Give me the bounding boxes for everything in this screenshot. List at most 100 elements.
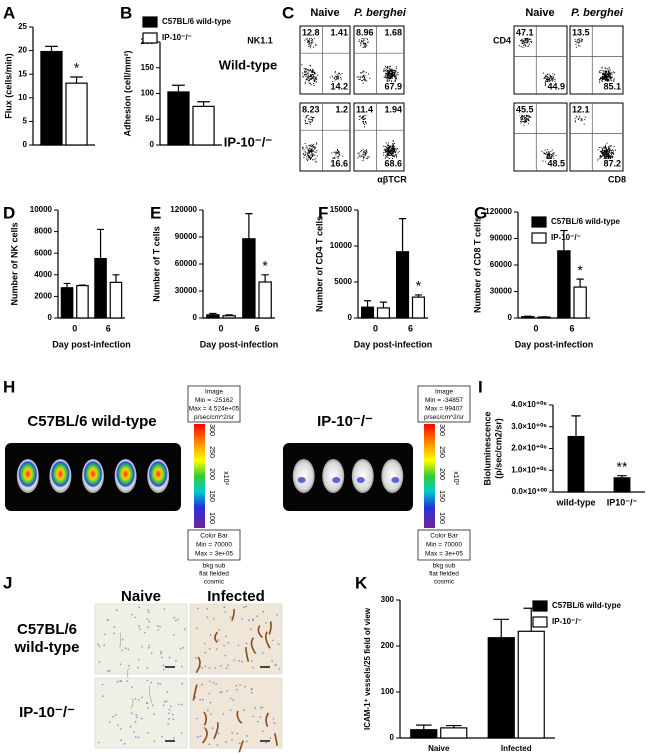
flow-dot (552, 153, 554, 154)
nucleus (150, 681, 153, 684)
nucleus (222, 713, 225, 715)
flow-dot (306, 114, 308, 116)
flow-dot (549, 75, 551, 76)
nucleus (224, 654, 227, 657)
flow-dot (385, 70, 387, 72)
y-tick-label: 150 (141, 63, 155, 72)
flow-dot (602, 155, 604, 157)
nucleus (231, 739, 233, 741)
y-tick-label: 0 (348, 313, 353, 322)
flow-dot (304, 155, 306, 156)
flow-dot (526, 118, 528, 119)
flow-dot (385, 65, 387, 67)
nucleus (168, 708, 171, 711)
flow-dot (522, 118, 524, 120)
flow-dot (546, 156, 548, 157)
flow-dot (315, 158, 317, 160)
flow-dot (605, 71, 607, 73)
vessel (265, 712, 270, 727)
flow-dot (398, 150, 400, 152)
flow-dot (362, 121, 364, 122)
flow-dot (361, 150, 363, 151)
flow-dot (385, 142, 387, 144)
flow-dot (601, 66, 603, 68)
quadrant-label-bg (602, 159, 622, 169)
legend-label: IP-10⁻/⁻ (162, 33, 192, 42)
flow-dot (363, 39, 365, 41)
row-label: C57BL/6 (17, 621, 77, 638)
flow-dot (364, 150, 366, 152)
flow-dot (546, 76, 548, 78)
flow-dot (553, 151, 555, 153)
nucleus (278, 668, 281, 670)
flow-dot (608, 148, 610, 150)
nucleus (147, 707, 149, 710)
quadrant-label-bg (515, 105, 535, 115)
flow-dot (393, 150, 394, 151)
flow-dot (548, 77, 549, 79)
flow-dot (613, 153, 615, 155)
flow-dot (313, 116, 315, 118)
flow-dot (337, 76, 339, 78)
flow-dot (390, 148, 392, 150)
flow-dot (584, 119, 586, 121)
x-axis-label: Day post-infection (354, 339, 433, 349)
flow-dot (609, 147, 611, 149)
nucleus (108, 721, 111, 724)
nucleus (262, 610, 264, 613)
flow-dot (392, 140, 394, 142)
flow-dot (607, 153, 609, 155)
legend-label: IP-10⁻/⁻ (551, 233, 581, 242)
flow-dot (605, 144, 606, 146)
nucleus (138, 625, 141, 628)
bar (242, 238, 256, 319)
panel-letter: A (3, 3, 15, 22)
flow-dot (524, 120, 526, 122)
flow-dot (383, 145, 385, 147)
flow-dot (524, 119, 526, 121)
flow-dot (309, 155, 310, 157)
flow-dot (614, 72, 615, 74)
flow-dot (610, 79, 612, 81)
flow-dot (607, 77, 609, 78)
flow-dot (600, 151, 602, 153)
nucleus (146, 667, 149, 669)
flow-dot (608, 75, 609, 77)
flow-dot (391, 72, 393, 74)
flow-dot (611, 72, 613, 74)
flow-dot (574, 120, 576, 122)
flow-dot (312, 159, 314, 161)
flow-dot (603, 154, 605, 156)
nucleus (97, 741, 100, 744)
flow-dot (337, 76, 339, 78)
flow-dot (526, 121, 528, 123)
flow-dot (527, 40, 529, 42)
flow-dot (597, 159, 599, 161)
flow-dot (312, 117, 314, 119)
nucleus (215, 683, 218, 685)
flow-dot (306, 156, 308, 158)
flow-dot (363, 115, 365, 117)
flow-dot (315, 76, 317, 78)
flow-dot (546, 78, 548, 80)
flow-dot (304, 143, 306, 144)
flow-dot (311, 70, 313, 72)
flow-dot (602, 149, 604, 151)
y-tick-label: 0 (390, 733, 395, 742)
flow-dot (365, 121, 367, 122)
column-header: Naive (525, 7, 554, 19)
flow-dot (391, 68, 393, 70)
nucleus (131, 613, 133, 616)
flow-dot (364, 118, 366, 119)
flow-dot (392, 143, 394, 145)
nucleus (102, 695, 104, 698)
nucleus (218, 628, 221, 631)
flow-dot (305, 147, 307, 149)
flow-dot (307, 149, 309, 151)
flow-dot (604, 150, 606, 152)
flow-dot (307, 123, 309, 124)
nucleus (151, 704, 154, 707)
panel-letter: E (150, 203, 161, 222)
y-tick-label: 0.0×10⁺⁰⁰ (512, 487, 548, 496)
flow-dot (606, 151, 608, 153)
